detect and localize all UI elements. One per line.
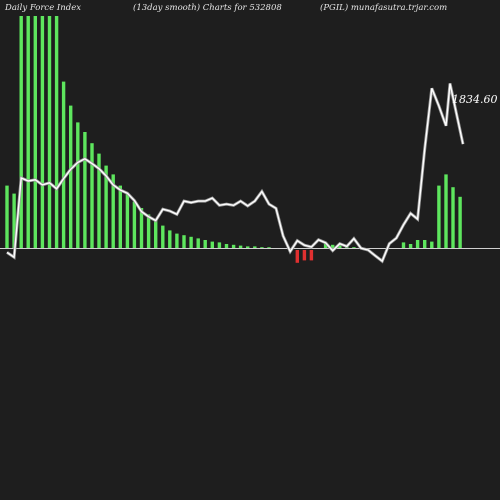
force-index-bar: [401, 242, 406, 248]
force-index-bar: [238, 245, 243, 248]
force-index-bar: [231, 244, 236, 248]
force-index-bar: [12, 193, 16, 248]
force-index-bar: [104, 165, 108, 248]
force-index-bar: [175, 233, 179, 248]
force-index-bar: [437, 185, 441, 248]
force-index-bar: [132, 201, 137, 248]
force-index-bar: [161, 225, 165, 248]
force-index-bar: [253, 246, 257, 248]
force-index-bar: [352, 247, 356, 248]
force-index-bar: [408, 244, 413, 248]
force-index-bar: [5, 185, 9, 248]
force-index-bar: [203, 240, 207, 248]
force-index-bar: [260, 247, 264, 248]
force-index-bar: [309, 250, 314, 261]
force-index-bar: [90, 143, 94, 248]
force-index-bar: [415, 240, 420, 248]
force-index-bar: [302, 250, 307, 261]
force-index-bar: [118, 185, 122, 248]
chart-title-middle: (13day smooth) Charts for 532808: [133, 3, 282, 13]
force-index-bar: [458, 196, 462, 248]
force-index-bar: [295, 250, 299, 263]
force-index-bar: [146, 214, 151, 248]
force-index-bar: [19, 16, 23, 248]
force-index-bar: [210, 241, 214, 248]
force-index-bar: [182, 235, 186, 248]
force-index-bar: [338, 245, 342, 248]
force-index-bar: [444, 174, 448, 248]
force-index-bar: [168, 230, 172, 248]
force-index-bar: [267, 247, 271, 248]
force-index-bar: [40, 16, 45, 248]
chart-title-right: (PGIL) munafasutra.trjar.com: [320, 3, 448, 13]
force-index-bar: [54, 16, 59, 248]
force-index-bar: [196, 238, 200, 248]
force-index-bar: [331, 244, 335, 248]
force-index-bar: [423, 240, 427, 248]
force-index-bar: [430, 241, 434, 248]
force-index-bars: [5, 16, 462, 263]
price-line: [6, 83, 464, 263]
force-index-bar: [224, 244, 229, 248]
force-index-bar: [69, 105, 73, 248]
force-index-bar: [189, 236, 193, 248]
force-index-bar: [83, 132, 87, 248]
force-index-bar: [125, 193, 130, 248]
force-index-bar: [26, 16, 30, 248]
force-index-bar: [76, 122, 80, 248]
force-index-bar: [61, 81, 66, 248]
last-price-label: 1834.60: [452, 93, 498, 106]
force-index-bar: [154, 220, 158, 248]
force-index-bar: [97, 153, 101, 248]
force-index-bar: [47, 16, 52, 248]
force-index-bar: [33, 16, 37, 248]
force-index-bar: [323, 242, 328, 248]
price-line-outline: [6, 83, 465, 264]
force-index-bar: [111, 174, 115, 248]
force-index-bar: [451, 187, 455, 248]
chart-title-left: Daily Force Index: [5, 3, 82, 13]
force-index-bar: [217, 242, 222, 248]
force-index-bar: [139, 208, 144, 248]
force-index-bar: [246, 246, 250, 248]
